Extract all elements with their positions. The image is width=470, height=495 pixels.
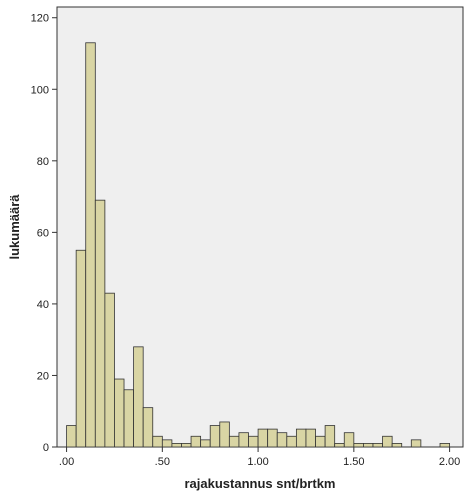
histogram-bar <box>228 435 240 448</box>
x-tick-label: 1.50 <box>343 456 364 468</box>
histogram-bar <box>200 439 211 448</box>
y-axis-title: lukumäärä <box>7 194 22 260</box>
histogram-bar <box>410 439 422 448</box>
histogram-bar <box>439 443 450 448</box>
histogram-bar <box>343 432 355 448</box>
histogram-bar <box>267 428 278 448</box>
histogram-bar <box>114 378 125 448</box>
x-tick-label: 2.00 <box>439 456 460 468</box>
x-tick-label: 1.00 <box>247 456 268 468</box>
plot-area <box>56 6 464 448</box>
histogram-bar <box>305 428 316 448</box>
histogram-bar <box>181 443 192 448</box>
y-tick-label: 100 <box>31 84 49 96</box>
histogram-bar <box>286 435 297 448</box>
histogram-bar <box>391 443 403 448</box>
x-axis-title: rajakustannus snt/brtkm <box>185 476 336 491</box>
histogram-bar <box>363 443 374 448</box>
histogram-bar <box>248 435 259 448</box>
x-tick-label: .50 <box>155 456 170 468</box>
histogram-bar <box>238 432 249 448</box>
y-tick-label: 120 <box>31 13 49 25</box>
histogram-bar <box>334 443 345 448</box>
histogram-bar <box>104 292 115 448</box>
y-tick-label: 40 <box>37 299 49 311</box>
histogram-bar <box>142 407 154 448</box>
histogram-bar <box>209 425 221 448</box>
histogram-bar <box>315 435 326 448</box>
histogram-bar <box>382 435 393 448</box>
histogram-bar <box>190 435 202 448</box>
bars-group <box>66 42 450 448</box>
histogram-bar <box>66 425 77 448</box>
x-axis: .00 .50 1.00 1.50 2.00 <box>59 447 460 468</box>
y-tick-label: 0 <box>43 442 49 454</box>
histogram-bar <box>152 435 163 448</box>
y-tick-label: 80 <box>37 156 49 168</box>
histogram-bar <box>75 249 87 448</box>
histogram-bar <box>324 425 336 448</box>
histogram-bar <box>123 389 135 448</box>
y-tick-label: 20 <box>37 370 49 382</box>
histogram-bar <box>171 443 182 448</box>
histogram-bar <box>257 428 269 448</box>
histogram-bar <box>372 443 383 448</box>
histogram-bar <box>276 432 288 448</box>
histogram-bar <box>161 439 173 448</box>
x-tick-label: .00 <box>59 456 74 468</box>
histogram-bar <box>85 42 96 448</box>
histogram-bar <box>219 421 230 448</box>
histogram-bar <box>94 199 106 448</box>
histogram-bar <box>133 346 144 448</box>
histogram-bar <box>295 428 307 448</box>
histogram-bar <box>353 443 364 448</box>
y-tick-label: 60 <box>37 227 49 239</box>
y-axis: 0 20 40 60 80 100 120 <box>31 13 57 454</box>
